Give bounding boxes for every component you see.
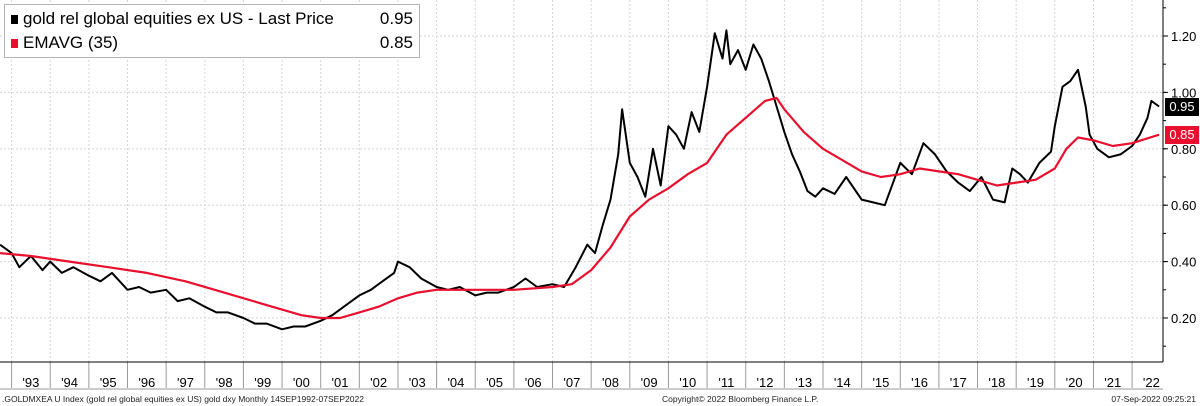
- x-tick-label: '96: [138, 375, 155, 390]
- x-tick-label: '13: [795, 375, 812, 390]
- x-tick-label: '19: [1027, 375, 1044, 390]
- ema-badge: 0.85: [1165, 125, 1199, 144]
- x-tick-label: '04: [447, 375, 464, 390]
- legend-label-last-price: gold rel global equities ex US - Last Pr…: [23, 9, 334, 28]
- x-tick-label: '16: [911, 375, 928, 390]
- footer-copyright: Copyright© 2022 Bloomberg Finance L.P.: [662, 394, 819, 404]
- x-tick-label: '21: [1104, 375, 1121, 390]
- x-tick-label: '15: [872, 375, 889, 390]
- x-tick-label: '12: [757, 375, 774, 390]
- footer-source: .GOLDMXEA U Index (gold rel global equit…: [2, 394, 364, 404]
- x-tick-label: '95: [100, 375, 117, 390]
- x-tick-label: '18: [988, 375, 1005, 390]
- legend-item-ema: EMAVG (35) 0.85: [11, 33, 413, 55]
- x-tick-label: '99: [254, 375, 271, 390]
- series-group: [0, 29, 1160, 331]
- x-tick-label: '94: [61, 375, 78, 390]
- y-tick-label: 0.80: [1171, 142, 1196, 157]
- x-tick-label: '11: [718, 375, 734, 390]
- y-tick-label: 0.60: [1171, 198, 1196, 213]
- tick-labels: 0.20 0.40 0.60 0.80 1.00 1.20 '93 '94 '95 '96 '97 '…: [22, 29, 1196, 390]
- legend-swatch-ema: [11, 39, 18, 48]
- y-tick-label: 0.40: [1171, 255, 1196, 270]
- x-tick-label: '20: [1066, 375, 1083, 390]
- y-tick-label: 1.20: [1171, 29, 1196, 44]
- x-tick-label: '06: [525, 375, 542, 390]
- x-tick-label: '17: [950, 375, 967, 390]
- legend-item-last-price: gold rel global equities ex US - Last Pr…: [11, 9, 413, 31]
- footer-timestamp: 07-Sep-2022 09:25:21: [1111, 394, 1196, 404]
- x-tick-label: '93: [22, 375, 39, 390]
- series-line-last-price: [0, 29, 1160, 331]
- legend-swatch-last-price: [11, 15, 18, 24]
- x-tick-label: '02: [370, 375, 387, 390]
- legend: gold rel global equities ex US - Last Pr…: [4, 4, 420, 58]
- x-tick-label: '08: [602, 375, 619, 390]
- legend-label-ema: EMAVG (35): [23, 33, 119, 52]
- x-tick-label: '07: [563, 375, 580, 390]
- x-tick-label: '97: [177, 375, 194, 390]
- x-tick-label: '00: [293, 375, 310, 390]
- x-tick-label: '98: [216, 375, 233, 390]
- x-tick-label: '09: [641, 375, 658, 390]
- x-tick-label: '22: [1143, 375, 1160, 390]
- last-price-badge: 0.95: [1165, 97, 1199, 116]
- x-tick-label: '03: [409, 375, 426, 390]
- gridlines: [0, 0, 1163, 362]
- legend-value-last-price: 0.95: [379, 9, 413, 28]
- series-line-ema: [0, 96, 1160, 320]
- x-tick-label: '14: [834, 375, 851, 390]
- x-tick-label: '01: [332, 375, 349, 390]
- x-tick-label: '10: [679, 375, 696, 390]
- legend-value-ema: 0.85: [379, 33, 413, 52]
- axes: [0, 0, 1168, 390]
- y-tick-label: 0.20: [1171, 311, 1196, 326]
- y-tick-label: 1.00: [1171, 85, 1196, 100]
- x-tick-label: '05: [486, 375, 503, 390]
